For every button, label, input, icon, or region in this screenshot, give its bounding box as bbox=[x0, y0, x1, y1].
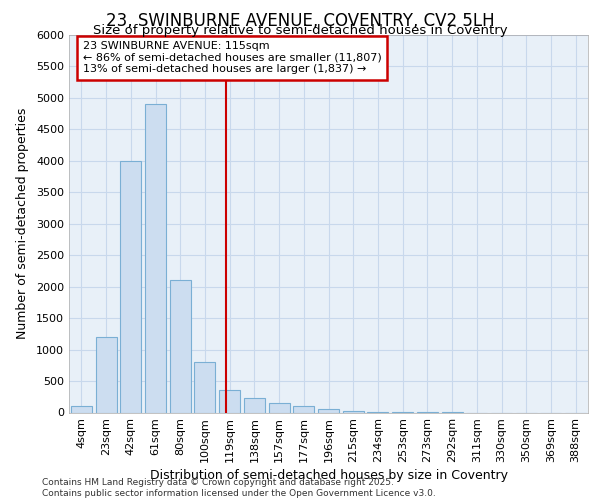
Bar bbox=[293, 406, 314, 412]
Bar bbox=[318, 410, 339, 412]
Bar bbox=[170, 280, 191, 412]
Text: Size of property relative to semi-detached houses in Coventry: Size of property relative to semi-detach… bbox=[92, 24, 508, 37]
Text: Contains HM Land Registry data © Crown copyright and database right 2025.
Contai: Contains HM Land Registry data © Crown c… bbox=[42, 478, 436, 498]
Bar bbox=[244, 398, 265, 412]
Bar bbox=[269, 403, 290, 412]
Bar bbox=[343, 411, 364, 412]
Bar bbox=[120, 161, 141, 412]
Bar bbox=[71, 406, 92, 412]
Bar bbox=[194, 362, 215, 412]
Bar bbox=[95, 337, 116, 412]
X-axis label: Distribution of semi-detached houses by size in Coventry: Distribution of semi-detached houses by … bbox=[149, 470, 508, 482]
Text: 23, SWINBURNE AVENUE, COVENTRY, CV2 5LH: 23, SWINBURNE AVENUE, COVENTRY, CV2 5LH bbox=[106, 12, 494, 30]
Text: 23 SWINBURNE AVENUE: 115sqm
← 86% of semi-detached houses are smaller (11,807)
1: 23 SWINBURNE AVENUE: 115sqm ← 86% of sem… bbox=[83, 42, 382, 74]
Y-axis label: Number of semi-detached properties: Number of semi-detached properties bbox=[16, 108, 29, 340]
Bar bbox=[219, 390, 240, 412]
Bar bbox=[145, 104, 166, 412]
